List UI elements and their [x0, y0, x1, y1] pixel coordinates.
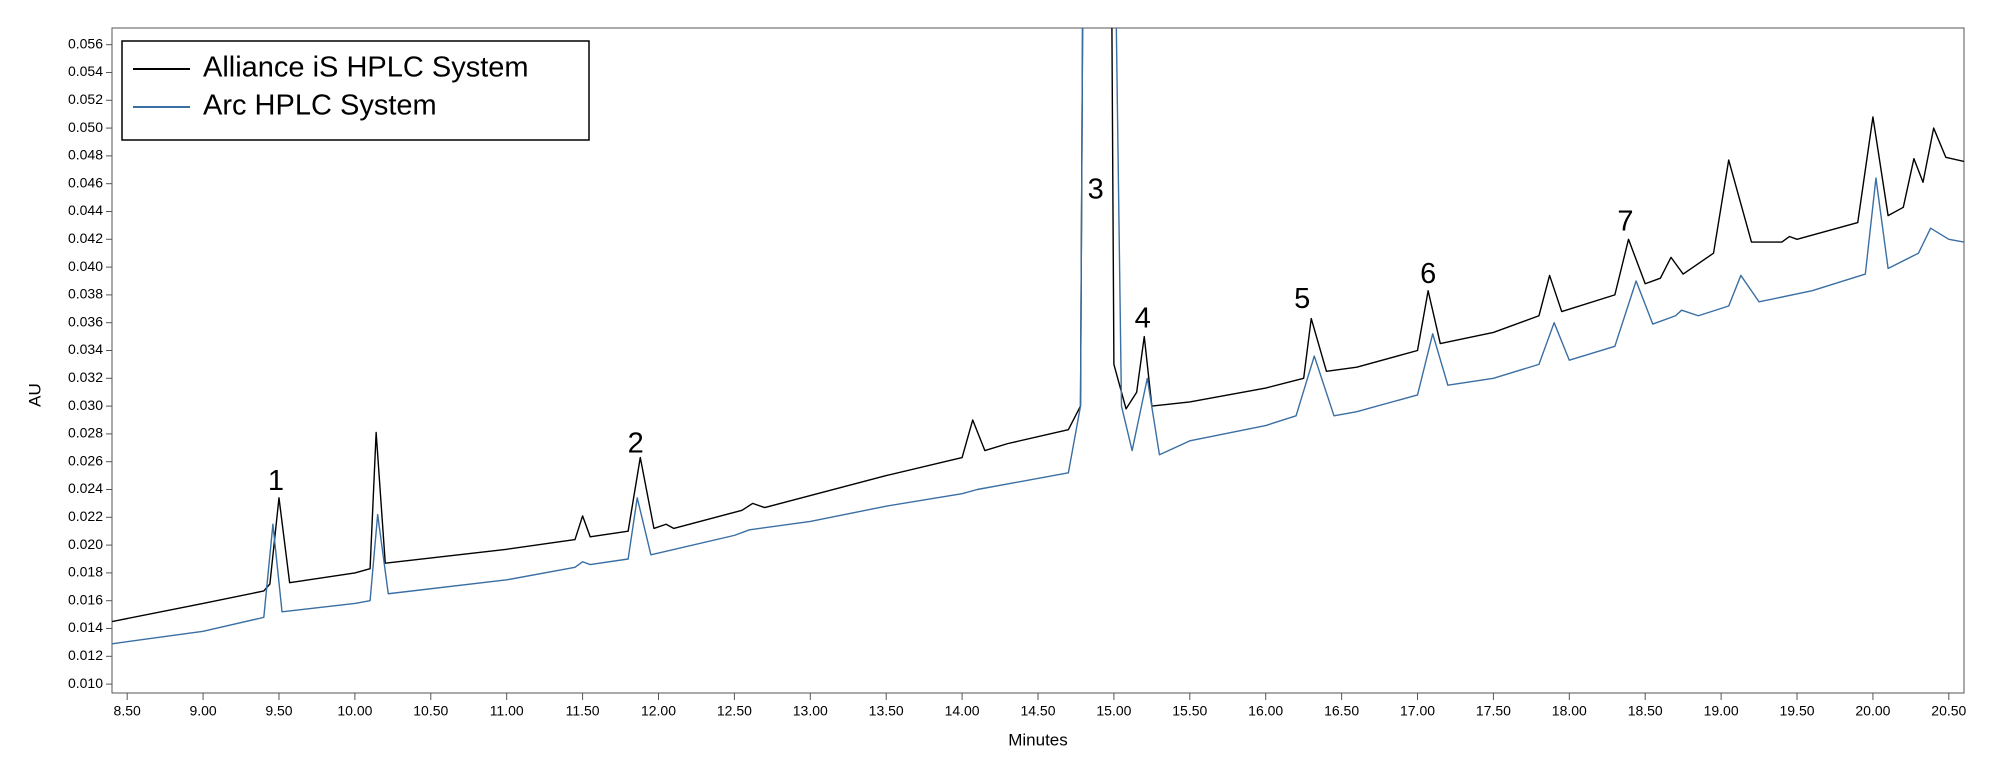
- y-tick-label: 0.050: [68, 119, 103, 135]
- y-tick-label: 0.028: [68, 425, 103, 441]
- x-tick-label: 17.00: [1400, 703, 1435, 719]
- y-tick-label: 0.046: [68, 174, 103, 190]
- legend-label: Alliance iS HPLC System: [203, 52, 529, 84]
- x-tick-label: 15.00: [1096, 703, 1131, 719]
- x-tick-label: 16.00: [1248, 703, 1283, 719]
- y-tick-label: 0.044: [68, 202, 103, 218]
- x-tick-label: 11.50: [566, 703, 600, 719]
- y-tick-label: 0.056: [68, 35, 103, 51]
- y-tick-label: 0.036: [68, 313, 103, 329]
- y-tick-label: 0.032: [68, 369, 103, 385]
- y-tick-label: 0.026: [68, 452, 103, 468]
- peak-label: 7: [1617, 205, 1633, 237]
- x-tick-label: 12.50: [717, 703, 752, 719]
- y-tick-label: 0.010: [68, 675, 103, 691]
- peak-label: 5: [1294, 283, 1310, 315]
- x-tick-label: 12.00: [641, 703, 676, 719]
- x-tick-label: 20.00: [1855, 703, 1890, 719]
- series-line: [112, 28, 1964, 623]
- peak-label: 2: [628, 428, 644, 460]
- y-tick-label: 0.018: [68, 564, 103, 580]
- x-tick-label: 10.00: [337, 703, 372, 719]
- y-tick-label: 0.034: [68, 341, 103, 357]
- x-tick-label: 9.00: [189, 703, 216, 719]
- x-tick-label: 8.50: [114, 703, 141, 719]
- x-tick-label: 14.00: [945, 703, 980, 719]
- y-tick-label: 0.022: [68, 508, 103, 524]
- y-tick-label: 0.054: [68, 63, 103, 79]
- x-tick-label: 16.50: [1324, 703, 1359, 719]
- legend-box: [121, 40, 590, 141]
- y-tick-label: 0.030: [68, 397, 103, 413]
- x-tick-label: 17.50: [1476, 703, 1511, 719]
- y-tick-label: 0.042: [68, 230, 103, 246]
- y-tick-label: 0.040: [68, 258, 103, 274]
- legend-label: Arc HPLC System: [203, 90, 437, 122]
- peak-label: 1: [268, 465, 284, 497]
- x-tick-label: 9.50: [265, 703, 292, 719]
- peak-label: 3: [1088, 173, 1104, 205]
- peak-label: 6: [1420, 258, 1436, 290]
- x-tick-label: 19.00: [1704, 703, 1739, 719]
- y-tick-label: 0.014: [68, 619, 103, 635]
- x-axis-title: Minutes: [1008, 730, 1068, 749]
- x-tick-label: 19.50: [1779, 703, 1814, 719]
- y-tick-label: 0.012: [68, 647, 103, 663]
- x-tick-label: 18.50: [1628, 703, 1663, 719]
- x-tick-label: 18.00: [1552, 703, 1587, 719]
- x-tick-label: 14.50: [1020, 703, 1055, 719]
- x-tick-label: 11.00: [490, 703, 524, 719]
- x-tick-label: 13.50: [869, 703, 904, 719]
- y-tick-label: 0.020: [68, 536, 103, 552]
- series-line: [112, 28, 1964, 645]
- x-tick-label: 10.50: [413, 703, 448, 719]
- x-tick-label: 20.50: [1931, 703, 1966, 719]
- y-tick-label: 0.016: [68, 591, 103, 607]
- y-tick-label: 0.052: [68, 91, 103, 107]
- y-tick-label: 0.038: [68, 286, 103, 302]
- x-tick-label: 15.50: [1172, 703, 1207, 719]
- y-tick-label: 0.024: [68, 480, 103, 496]
- y-axis-title: AU: [25, 383, 44, 407]
- x-tick-label: 13.00: [793, 703, 828, 719]
- peak-label: 4: [1135, 303, 1151, 335]
- traces: [112, 28, 1964, 645]
- y-tick-label: 0.048: [68, 147, 103, 163]
